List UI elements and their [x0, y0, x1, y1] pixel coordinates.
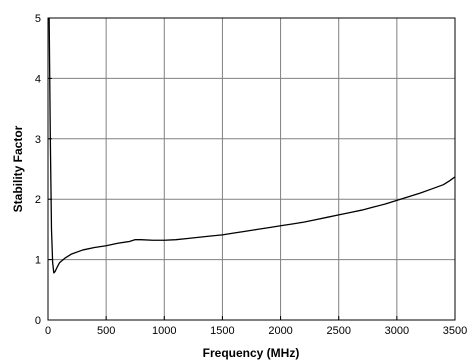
- x-tick-label: 3000: [385, 325, 409, 337]
- x-tick-label: 1500: [210, 325, 234, 337]
- x-tick-label: 2000: [268, 325, 292, 337]
- y-tick-label: 3: [35, 134, 41, 146]
- y-axis-title: Stability Factor: [11, 125, 25, 212]
- y-tick-label: 4: [35, 73, 41, 85]
- y-tick-label: 1: [35, 255, 41, 267]
- x-tick-label: 2500: [326, 325, 350, 337]
- y-tick-label: 0: [35, 315, 41, 327]
- x-tick-label: 3500: [443, 325, 467, 337]
- x-axis-title: Frequency (MHz): [203, 346, 300, 360]
- grid-lines: [48, 18, 455, 320]
- tick-labels: 0 500 1000 1500 2000 2500 3000 3500 0 1 2 3 4 5: [35, 13, 467, 337]
- x-tick-label: 0: [45, 325, 51, 337]
- x-tick-label: 1000: [152, 325, 176, 337]
- y-tick-label: 5: [35, 13, 41, 25]
- x-tick-label: 500: [97, 325, 115, 337]
- y-tick-label: 2: [35, 194, 41, 206]
- series-line: [48, 17, 456, 274]
- axis-ticks: [47, 17, 456, 321]
- plot-frame: [47, 17, 456, 321]
